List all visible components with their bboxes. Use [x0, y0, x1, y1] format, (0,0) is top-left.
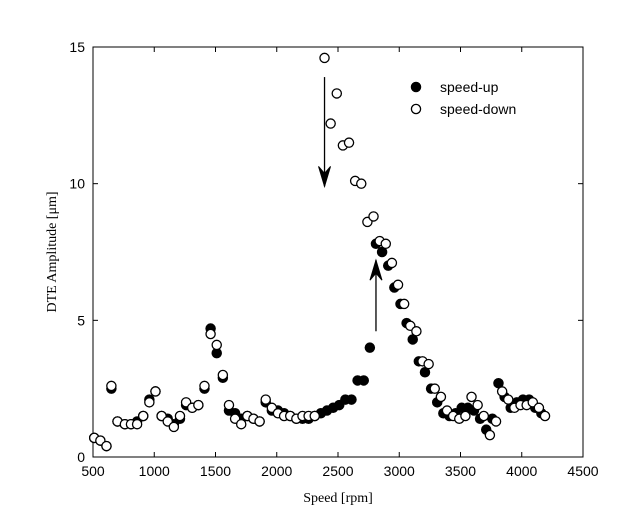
x-tick-label: 1000 — [139, 463, 170, 479]
speed-down-point — [325, 118, 336, 129]
speed-down-point — [106, 380, 117, 392]
speed-down-point — [199, 380, 210, 392]
speed-up-point — [358, 375, 369, 386]
x-tick-label: 4500 — [567, 463, 598, 479]
y-tick-label: 0 — [77, 449, 85, 465]
speed-down-point — [101, 440, 112, 452]
arrow-up-head — [369, 258, 383, 281]
speed-down-point — [343, 137, 355, 148]
x-tick-label: 4000 — [506, 463, 537, 479]
x-tick-label: 500 — [81, 463, 105, 479]
speed-down-point — [484, 429, 496, 441]
y-axis-label: DTE Amplitude [μm] — [45, 191, 60, 312]
legend-marker-speed-up — [410, 81, 422, 93]
speed-down-point — [356, 178, 367, 189]
speed-down-point — [503, 394, 514, 405]
speed-down-point — [217, 369, 229, 381]
x-tick-label: 1500 — [200, 463, 231, 479]
speed-down-point — [137, 410, 149, 422]
legend-label-speed-down: speed-down — [440, 101, 516, 117]
speed-down-point — [423, 358, 434, 370]
speed-down-point — [380, 238, 392, 250]
y-axis: 0 5 10 15 — [69, 39, 583, 465]
speed-down-point — [319, 52, 330, 64]
speed-down-point — [392, 279, 404, 291]
legend-marker-speed-down — [410, 103, 422, 115]
speed-down-point — [490, 416, 502, 427]
speed-down-point — [309, 410, 320, 422]
speed-down-point — [131, 418, 143, 430]
data-points — [88, 52, 551, 452]
speed-down-point — [472, 399, 483, 411]
speed-down-point — [368, 211, 379, 222]
speed-down-point — [435, 391, 447, 403]
x-tick-label: 3000 — [384, 463, 415, 479]
y-tick-label: 15 — [69, 39, 85, 55]
speed-down-point — [411, 326, 422, 337]
speed-down-point — [539, 410, 551, 422]
speed-down-point — [260, 394, 271, 405]
x-tick-label: 3500 — [445, 463, 476, 479]
arrow-down-head — [318, 166, 332, 189]
arrow-annotations — [318, 77, 383, 332]
speed-down-point — [144, 397, 155, 408]
x-axis-label: Speed [rpm] — [303, 491, 373, 506]
speed-down-point — [533, 402, 545, 414]
speed-down-point — [254, 416, 265, 427]
x-tick-label: 2500 — [322, 463, 353, 479]
speed-down-point — [386, 257, 398, 269]
speed-down-point — [460, 410, 471, 422]
speed-down-point — [398, 298, 410, 310]
speed-down-point — [496, 386, 508, 397]
speed-down-point — [331, 88, 343, 99]
speed-down-point — [205, 328, 216, 340]
x-tick-label: 2000 — [261, 463, 292, 479]
legend-label-speed-up: speed-up — [440, 79, 499, 95]
x-axis: 500 1000 1500 2000 2500 3000 3500 4000 4500 — [81, 47, 599, 479]
speed-down-point — [429, 383, 441, 394]
speed-up-point — [364, 342, 376, 353]
speed-down-point — [235, 418, 247, 430]
speed-down-point — [168, 421, 180, 433]
speed-up-point — [346, 394, 357, 405]
speed-down-point — [478, 410, 490, 422]
speed-down-point — [150, 386, 161, 397]
speed-down-point — [223, 399, 235, 411]
speed-down-point — [211, 339, 222, 351]
legend: speed-up speed-down — [410, 79, 516, 117]
speed-down-point — [174, 410, 186, 422]
y-tick-label: 10 — [69, 176, 85, 192]
y-tick-label: 5 — [77, 312, 85, 328]
speed-down-point — [193, 399, 204, 411]
speed-down-point — [466, 391, 477, 403]
